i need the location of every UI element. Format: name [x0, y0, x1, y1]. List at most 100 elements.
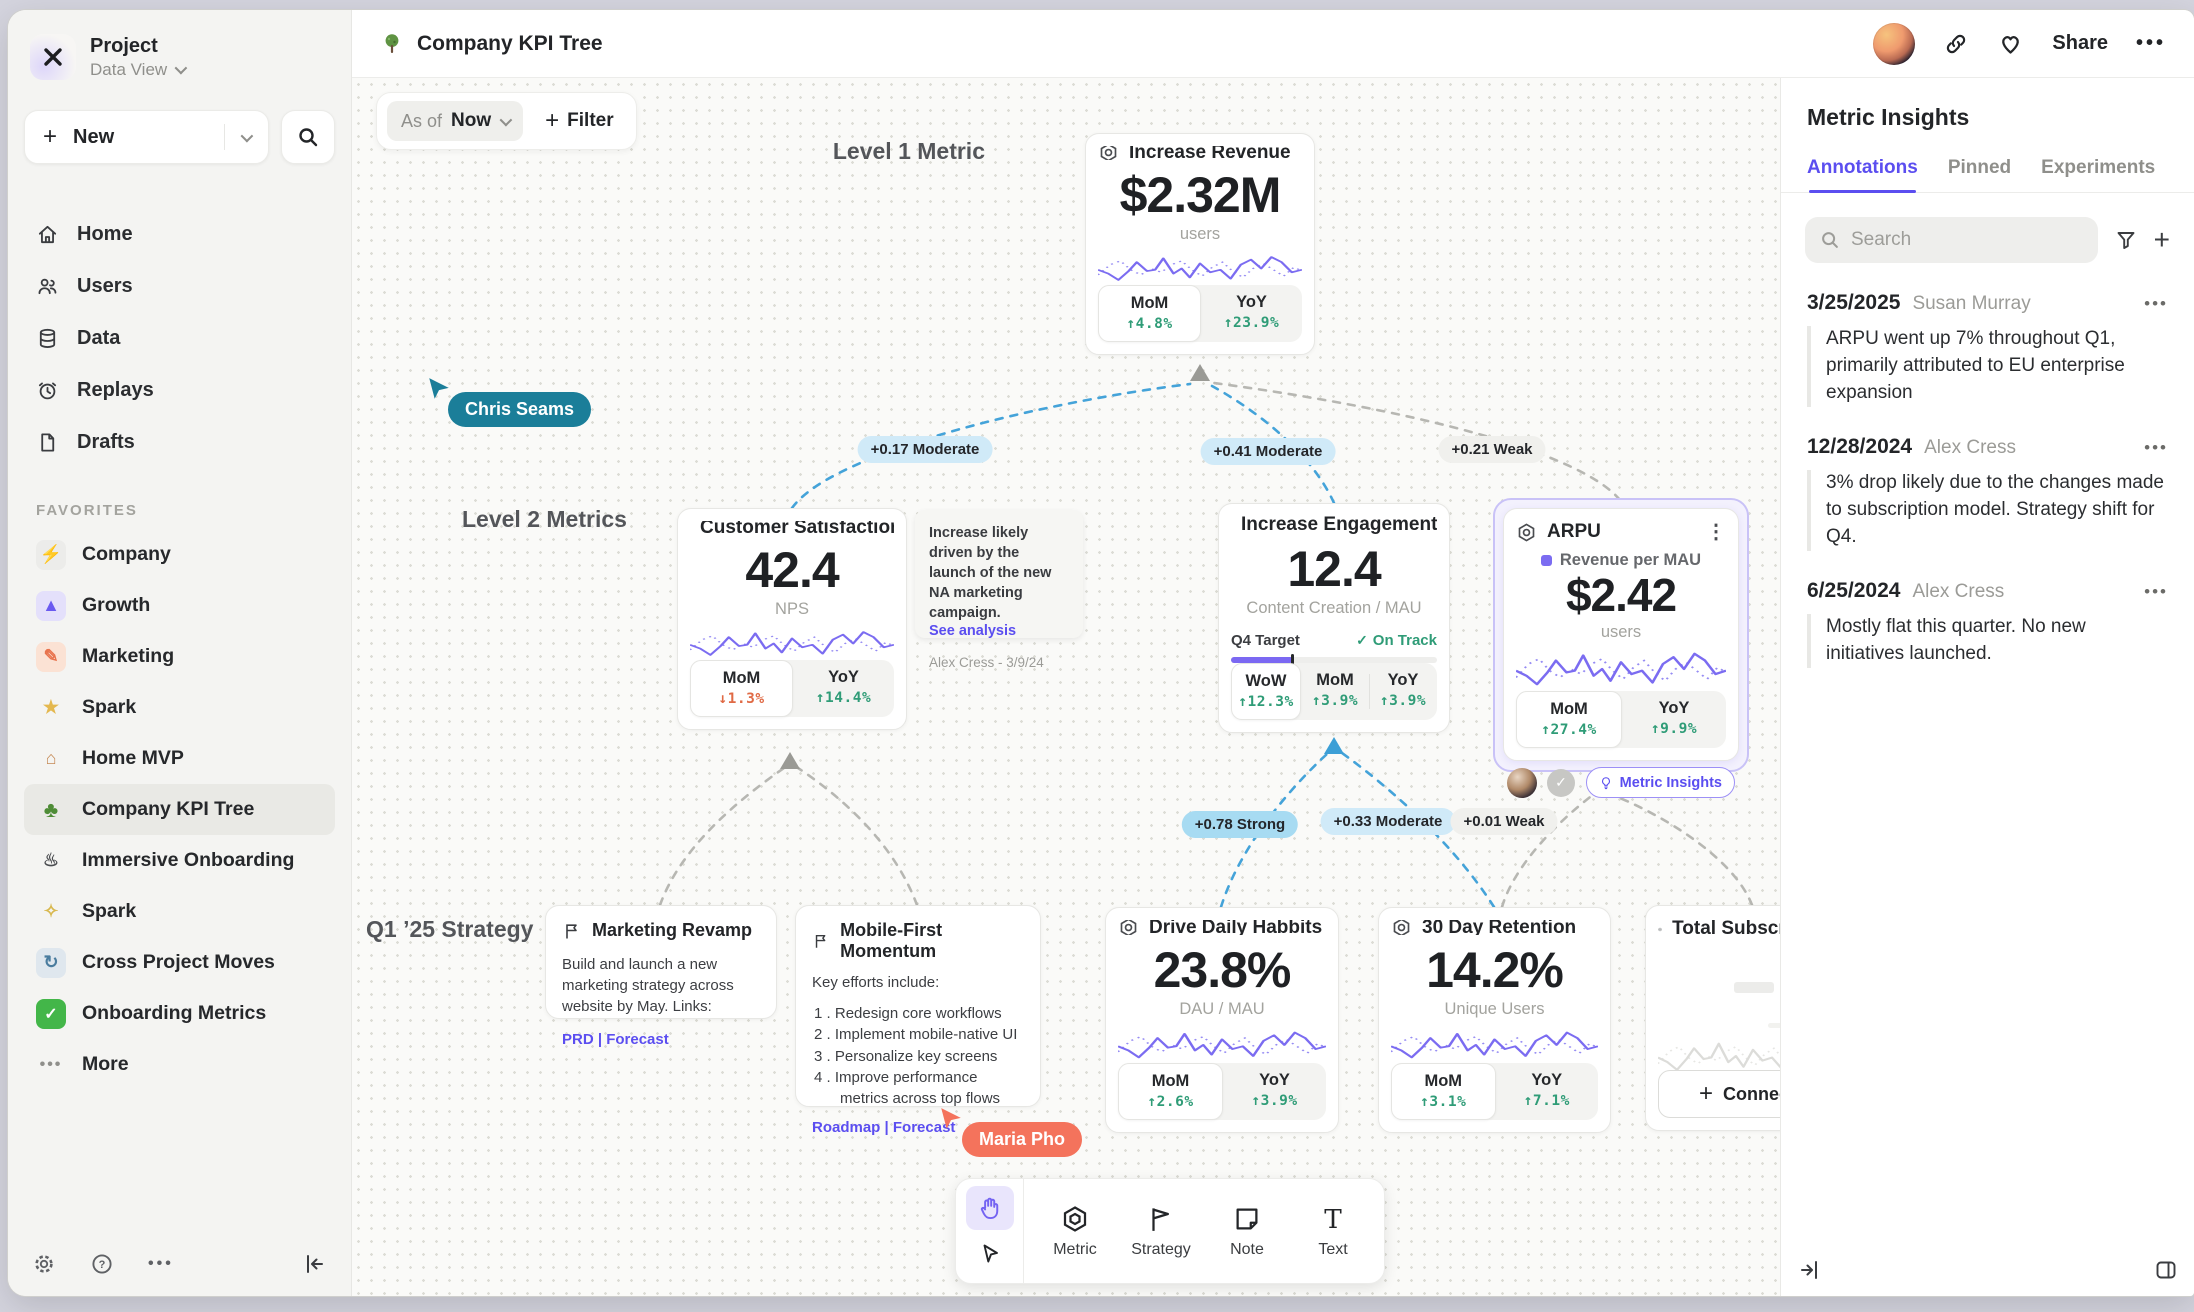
- share-button[interactable]: Share: [2052, 32, 2108, 54]
- annotation-more-icon[interactable]: •••: [2144, 581, 2168, 601]
- note-campaign[interactable]: Increase likely driven by the launch of …: [915, 510, 1083, 670]
- help-icon[interactable]: ?: [90, 1252, 114, 1276]
- connect-button[interactable]: Connect: [1658, 1070, 1780, 1118]
- sidebar-item-spark-2[interactable]: ✧ Spark: [24, 886, 335, 937]
- add-annotation-icon[interactable]: +: [2153, 224, 2170, 255]
- see-analysis-link[interactable]: See analysis: [929, 623, 1017, 639]
- tab-annotations[interactable]: Annotations: [1807, 157, 1918, 193]
- header-more-icon[interactable]: •••: [2135, 32, 2166, 54]
- metric-card-drive-daily-habbits[interactable]: Drive Daily Habbits 23.8% DAU / MAU MoM …: [1105, 907, 1339, 1133]
- sidebar-item-home[interactable]: Home: [24, 208, 335, 260]
- strategy-tool-button[interactable]: Strategy: [1118, 1204, 1204, 1259]
- tree-icon: ♣: [43, 796, 59, 822]
- kpi-tree-canvas[interactable]: As of Now Filter Level 1 Metric Level 2 …: [352, 78, 1780, 1296]
- annotation-item[interactable]: 3/25/2025 Susan Murray ••• ARPU went up …: [1781, 263, 2194, 407]
- annotation-item[interactable]: 12/28/2024 Alex Cress ••• 3% drop likely…: [1781, 407, 2194, 551]
- stat-yoy[interactable]: YoY ↑23.9%: [1223, 293, 1280, 331]
- as-of-selector[interactable]: As of Now: [387, 101, 524, 141]
- stat-yoy[interactable]: YoY ↑7.1%: [1523, 1071, 1570, 1109]
- annotation-more-icon[interactable]: •••: [2144, 294, 2168, 313]
- stat-wow[interactable]: WoW ↑12.3%: [1231, 663, 1301, 720]
- project-switcher[interactable]: Project Data View: [24, 28, 335, 86]
- new-button[interactable]: New: [24, 110, 269, 164]
- sidebar-item-immersive-onboarding[interactable]: ♨ Immersive Onboarding: [24, 835, 335, 886]
- sidebar-search-button[interactable]: [281, 110, 335, 164]
- stat-mom[interactable]: MoM ↑2.6%: [1118, 1063, 1223, 1120]
- project-view-selector[interactable]: Data View: [90, 60, 188, 80]
- stat-mom[interactable]: MoM ↑4.8%: [1098, 285, 1201, 342]
- stat-mom[interactable]: MoM ↓1.3%: [690, 660, 793, 717]
- expand-panel-icon[interactable]: [1797, 1258, 1821, 1282]
- copy-link-icon[interactable]: [1943, 31, 1969, 57]
- metric-card-increase-engagement[interactable]: Increase Engagement 12.4 Content Creatio…: [1218, 503, 1450, 733]
- sidebar-item-marketing[interactable]: ✎ Marketing: [24, 631, 335, 682]
- sidebar-item-more[interactable]: ••• More: [24, 1039, 335, 1090]
- tab-pinned[interactable]: Pinned: [1947, 157, 2012, 178]
- sidebar-item-spark[interactable]: ★ Spark: [24, 682, 335, 733]
- stat-yoy[interactable]: YoY ↑3.9%: [1251, 1071, 1298, 1109]
- favorite-heart-icon[interactable]: [1997, 30, 2024, 57]
- edge-label-retention-engagement[interactable]: +0.33 Moderate: [1320, 808, 1456, 835]
- sidebar-item-company[interactable]: ⚡ Company: [24, 529, 335, 580]
- stat-mom[interactable]: MoM ↑27.4%: [1516, 691, 1622, 748]
- sidebar-item-users[interactable]: Users: [24, 260, 335, 312]
- stat-mom[interactable]: MoM ↑3.9%: [1311, 671, 1359, 709]
- sidebar-item-home-mvp[interactable]: ⌂ Home MVP: [24, 733, 335, 784]
- collaborator-avatar[interactable]: [1507, 767, 1537, 798]
- verified-check-icon[interactable]: [1547, 768, 1575, 797]
- edge-label-csat-revenue[interactable]: +0.17 Moderate: [857, 436, 993, 463]
- annotation-author: Alex Cress: [1924, 436, 2016, 458]
- metric-card-customer-satisfaction[interactable]: Customer Satisfaction 42.4 NPS MoM ↓1.3%…: [677, 508, 907, 730]
- edge-label-engagement-revenue[interactable]: +0.41 Moderate: [1200, 438, 1336, 465]
- note-tool-button[interactable]: Note: [1204, 1204, 1290, 1259]
- on-track-check-icon: [1356, 632, 1368, 649]
- add-filter-button[interactable]: Filter: [539, 109, 625, 134]
- metric-card-increase-revenue[interactable]: Increase Revenue $2.32M users MoM ↑4.8% …: [1085, 133, 1315, 355]
- settings-gear-icon[interactable]: [32, 1252, 56, 1276]
- stat-yoy[interactable]: YoY ↑9.9%: [1650, 699, 1698, 737]
- annotation-item[interactable]: 6/25/2024 Alex Cress ••• Mostly flat thi…: [1781, 551, 2194, 668]
- stat-yoy[interactable]: YoY ↑3.9%: [1369, 663, 1437, 720]
- annotations-search-input[interactable]: [1805, 217, 2098, 263]
- revamp-links[interactable]: PRD | Forecast: [562, 1031, 669, 1048]
- collapse-sidebar-icon[interactable]: [303, 1252, 327, 1276]
- sidebar-item-growth[interactable]: ▲ Growth: [24, 580, 335, 631]
- metric-card-arpu-selected[interactable]: ARPU Revenue per MAU $2.42 users MoM: [1493, 498, 1749, 798]
- panel-layout-toggle-icon[interactable]: [2154, 1258, 2178, 1282]
- text-tool-button[interactable]: T Text: [1318, 1204, 1348, 1258]
- strategy-card-mobile-first-momentum[interactable]: Mobile-First Momentum Key efforts includ…: [795, 905, 1041, 1136]
- annotation-more-icon[interactable]: •••: [2144, 437, 2168, 457]
- sidebar-item-company-kpi-tree[interactable]: ♣ Company KPI Tree: [24, 784, 335, 835]
- mobile-links[interactable]: Roadmap | Forecast: [812, 1119, 956, 1137]
- sidebar-item-drafts[interactable]: Drafts: [24, 416, 335, 468]
- stat-yoy[interactable]: YoY ↑14.4%: [815, 668, 872, 706]
- strategy-card-marketing-revamp[interactable]: Marketing Revamp Build and launch a new …: [545, 905, 777, 1048]
- metric-card-30-day-retention[interactable]: 30 Day Retention 14.2% Unique Users MoM …: [1378, 907, 1611, 1133]
- hand-tool-button[interactable]: [965, 1186, 1014, 1230]
- more-options-icon[interactable]: •••: [148, 1255, 174, 1272]
- card-title: 30 Day Retention: [1422, 920, 1577, 936]
- kebab-menu-icon[interactable]: [1706, 522, 1726, 542]
- select-tool-button[interactable]: [966, 1232, 1014, 1276]
- metric-card-total-subscriptions[interactable]: Total Subscriptions Connect: [1645, 905, 1780, 1131]
- chevron-down-icon[interactable]: [240, 129, 254, 142]
- sidebar-item-data[interactable]: Data: [24, 312, 335, 364]
- edge-label-habits-engagement[interactable]: +0.78 Strong: [1181, 811, 1299, 838]
- plus-icon: [43, 125, 57, 149]
- target-progress-fill: [1231, 657, 1293, 663]
- sidebar-item-onboarding-metrics[interactable]: ✓ Onboarding Metrics: [24, 988, 335, 1039]
- page-title: Company KPI Tree: [417, 31, 603, 55]
- divider: [224, 124, 225, 150]
- edge-label-retention-arpu[interactable]: +0.01 Weak: [1450, 808, 1558, 835]
- metric-tool-button[interactable]: Metric: [1032, 1204, 1118, 1259]
- sidebar-item-replays[interactable]: Replays: [24, 364, 335, 416]
- cursor-name-label: Maria Pho: [962, 1122, 1083, 1157]
- metric-insights-button[interactable]: Metric Insights: [1585, 767, 1735, 798]
- tab-experiments[interactable]: Experiments: [2041, 157, 2156, 178]
- user-avatar[interactable]: [1873, 22, 1916, 65]
- filter-funnel-icon[interactable]: [2114, 228, 2138, 252]
- stat-mom[interactable]: MoM ↑3.1%: [1391, 1063, 1496, 1120]
- edge-label-arpu-revenue[interactable]: +0.21 Weak: [1438, 436, 1546, 463]
- metric-hexagon-icon: [1658, 927, 1662, 931]
- sidebar-item-cross-project-moves[interactable]: ↻ Cross Project Moves: [24, 937, 335, 988]
